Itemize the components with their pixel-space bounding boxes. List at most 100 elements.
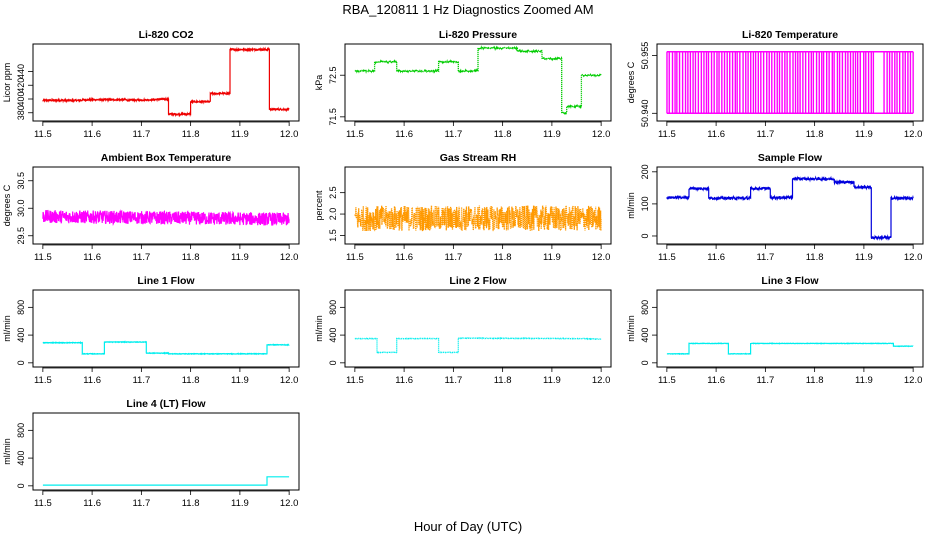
x-tick-label: 11.8 <box>494 129 512 140</box>
series-group <box>354 205 602 232</box>
x-tick-label: 11.9 <box>543 129 561 140</box>
y-tick-label: 30.0 <box>16 199 26 217</box>
plot-frame <box>656 166 924 245</box>
y-tick-label: 0 <box>16 360 26 365</box>
panel-title: Li-820 Pressure <box>439 29 517 41</box>
x-tick-label: 11.8 <box>806 129 824 140</box>
series-group <box>666 175 914 242</box>
x-tick-label: 12.0 <box>280 252 299 263</box>
x-tick-label: 11.6 <box>395 129 413 140</box>
y-axis-label: degrees C <box>2 184 12 226</box>
panel-title: Li-820 CO2 <box>139 29 194 41</box>
chart-panel: Line 3 Flow ml/min 11.5 11.6 11.7 11.8 11.9 12.… <box>626 275 924 386</box>
y-tick-label: 800 <box>328 300 338 315</box>
y-tick-label: 30.5 <box>16 172 26 190</box>
y-tick-label: 29.5 <box>16 227 26 245</box>
series-line <box>354 45 602 116</box>
plot-frame <box>32 289 300 368</box>
x-tick-label: 11.5 <box>34 498 52 509</box>
x-tick-label: 11.7 <box>132 498 150 509</box>
panel-title: Line 4 (LT) Flow <box>126 398 206 410</box>
x-tick-label: 12.0 <box>280 375 299 386</box>
x-tick-label: 12.0 <box>280 498 299 509</box>
x-tick-label: 12.0 <box>904 375 923 386</box>
x-tick-label: 11.8 <box>182 129 200 140</box>
x-tick-label: 11.8 <box>494 375 512 386</box>
panels-container: Li-820 CO2 Licor ppm 11.5 11.6 11.7 11.8 11.9 1… <box>2 29 924 509</box>
series-group <box>42 46 290 118</box>
y-tick-label: 400 <box>16 91 26 106</box>
panel-title: Sample Flow <box>758 152 823 164</box>
series-group <box>42 209 290 227</box>
panel-title: Line 2 Flow <box>449 275 507 287</box>
x-tick-label: 11.5 <box>346 129 364 140</box>
y-tick-label: 400 <box>16 451 26 466</box>
plot-frame <box>656 289 924 368</box>
x-tick-label: 12.0 <box>592 252 611 263</box>
x-tick-label: 12.0 <box>904 252 923 263</box>
y-axis-label: percent <box>314 190 324 221</box>
x-tick-label: 11.7 <box>756 375 774 386</box>
x-tick-label: 11.7 <box>444 129 462 140</box>
y-axis-label: ml/min <box>314 315 324 342</box>
y-tick-label: 0 <box>640 360 650 365</box>
x-tick-label: 11.5 <box>34 129 52 140</box>
series-line <box>354 205 602 232</box>
x-tick-label: 11.5 <box>346 252 364 263</box>
x-tick-label: 12.0 <box>592 375 611 386</box>
chart-panel: Sample Flow ml/min 11.5 11.6 11.7 11.8 11.9 12.… <box>626 152 924 263</box>
x-tick-label: 11.9 <box>231 129 249 140</box>
x-tick-label: 11.9 <box>231 498 249 509</box>
x-tick-label: 11.7 <box>132 252 150 263</box>
chart-panel: Line 1 Flow ml/min 11.5 11.6 11.7 11.8 11.9 12.… <box>2 275 300 386</box>
x-tick-label: 11.8 <box>806 252 824 263</box>
x-tick-label: 12.0 <box>280 129 299 140</box>
series-line <box>666 175 914 242</box>
y-axis-label: Licor ppm <box>2 63 12 103</box>
series-group <box>354 336 602 354</box>
y-axis-label: ml/min <box>626 315 636 342</box>
y-tick-label: 200 <box>640 164 650 179</box>
series-group <box>666 50 914 115</box>
y-axis-label: ml/min <box>2 438 12 465</box>
panel-title: Ambient Box Temperature <box>101 152 232 164</box>
y-tick-label: 1.5 <box>328 229 338 242</box>
plot-frame <box>32 166 300 245</box>
panel-title: Line 3 Flow <box>761 275 819 287</box>
y-axis-label: kPa <box>314 75 324 91</box>
x-tick-label: 11.6 <box>83 375 101 386</box>
y-tick-label: 2.5 <box>328 186 338 199</box>
y-tick-label: 400 <box>640 328 650 343</box>
x-tick-label: 11.6 <box>707 129 725 140</box>
x-tick-label: 11.6 <box>83 129 101 140</box>
x-tick-label: 11.6 <box>707 375 725 386</box>
y-tick-label: 72.5 <box>328 66 338 84</box>
y-tick-label: 380 <box>16 105 26 120</box>
x-tick-label: 11.6 <box>395 252 413 263</box>
y-tick-label: 50.940 <box>640 100 650 128</box>
plot-frame <box>32 412 300 491</box>
x-tick-label: 11.8 <box>182 498 200 509</box>
y-tick-label: 440 <box>16 64 26 79</box>
plot-frame <box>344 43 612 122</box>
y-axis-label: ml/min <box>626 192 636 219</box>
x-tick-label: 11.8 <box>182 252 200 263</box>
series-line <box>42 46 290 118</box>
x-tick-label: 11.6 <box>83 252 101 263</box>
x-tick-label: 11.5 <box>34 252 52 263</box>
chart-panel: Gas Stream RH percent 11.5 11.6 11.7 11.8 11.9… <box>314 152 612 263</box>
y-tick-label: 2.0 <box>328 208 338 221</box>
y-tick-label: 71.5 <box>328 108 338 126</box>
series-line <box>354 336 602 354</box>
x-tick-label: 11.7 <box>756 252 774 263</box>
plot-frame <box>344 289 612 368</box>
panel-title: Gas Stream RH <box>440 152 516 164</box>
figure-xlabel: Hour of Day (UTC) <box>414 519 522 534</box>
panel-title: Li-820 Temperature <box>742 29 838 41</box>
x-tick-label: 11.8 <box>182 375 200 386</box>
chart-panel: Li-820 Pressure kPa 11.5 11.6 11.7 11.8 11.9 12… <box>314 29 612 140</box>
x-tick-label: 11.9 <box>855 252 873 263</box>
series-line <box>42 340 290 356</box>
x-tick-label: 12.0 <box>592 129 611 140</box>
